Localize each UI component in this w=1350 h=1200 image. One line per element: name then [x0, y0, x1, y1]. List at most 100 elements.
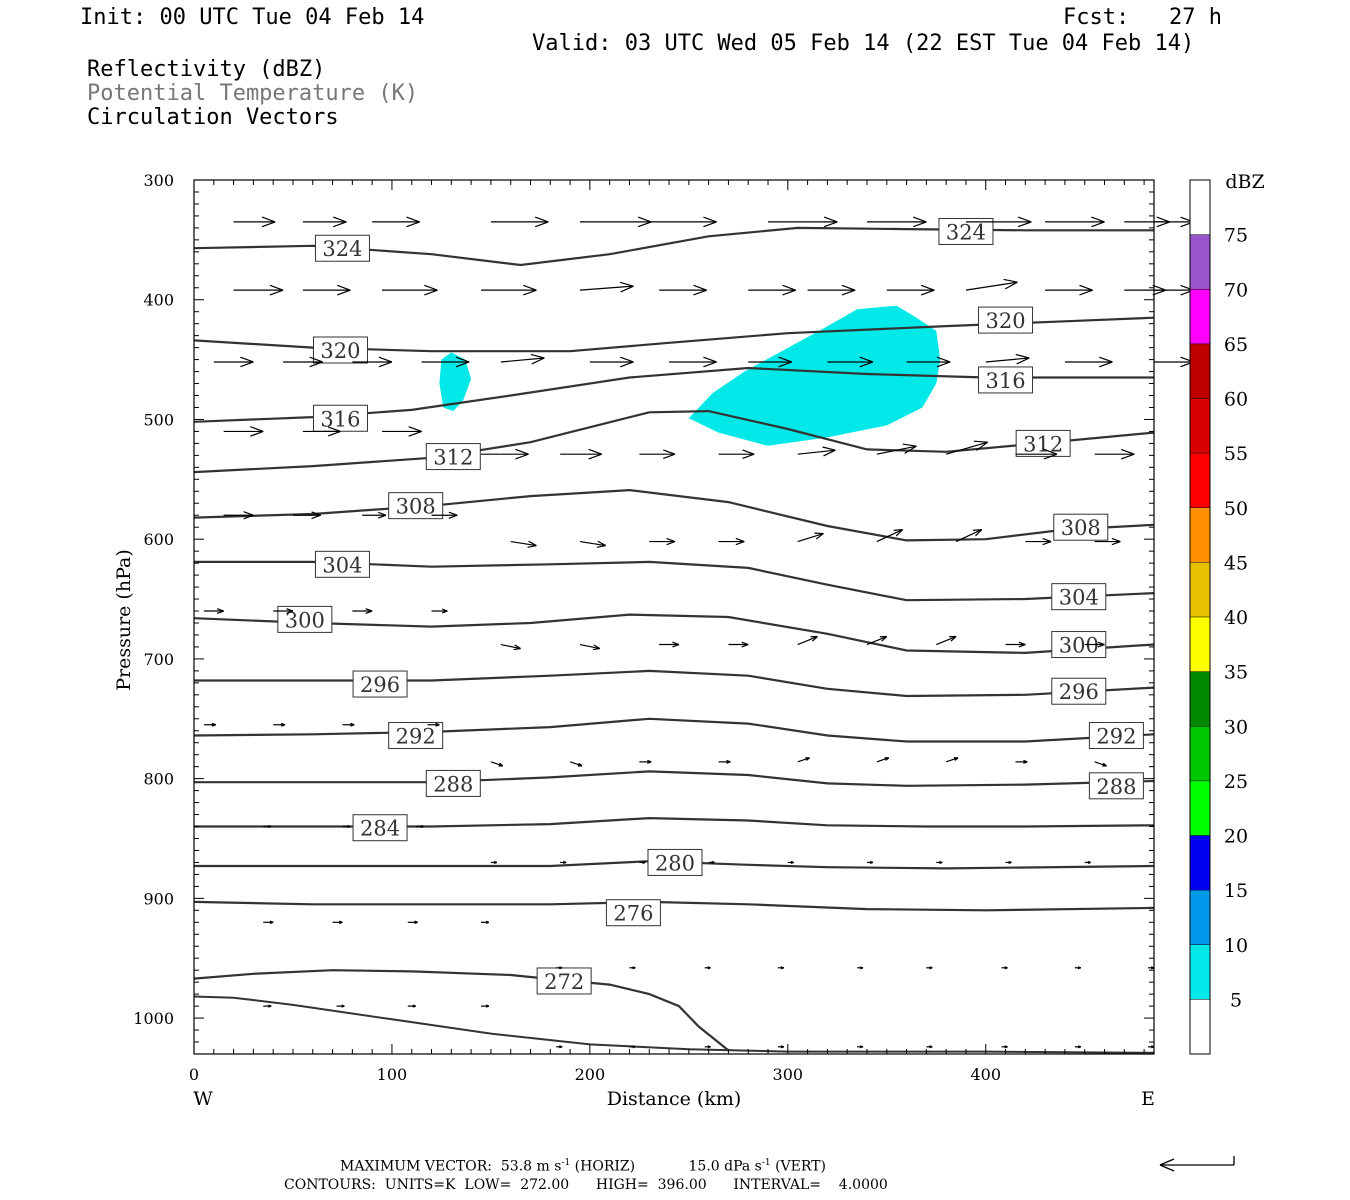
vector-head: [420, 824, 424, 828]
vector-head: [778, 361, 792, 368]
vector-head: [243, 514, 254, 520]
vector-shaft: [579, 285, 634, 291]
vector-head: [642, 860, 646, 864]
field-circulation-vectors: Circulation Vectors: [87, 105, 339, 130]
vector-head: [286, 610, 294, 614]
vector-head: [455, 356, 470, 363]
vector-arrow-0-9: [1045, 216, 1105, 228]
isentrope-label-box-320-0: [312, 336, 368, 364]
isentrope-label-box-292-1: [1088, 722, 1144, 750]
isentrope-label-box-280-0: [647, 848, 703, 876]
isentrope-label-280-0: 280: [655, 851, 695, 875]
vector-arrow-10-0: [490, 761, 504, 767]
vector-head: [860, 966, 864, 969]
vector-arrow-9-2: [342, 722, 355, 727]
colorbar-swatch-8: [1190, 562, 1210, 617]
vector-arrow-6-8: [1094, 537, 1121, 546]
vector-head: [1152, 284, 1167, 291]
vector-shaft: [569, 761, 583, 767]
vector-shaft: [866, 635, 888, 646]
vector-head: [347, 824, 351, 828]
vector-head: [902, 443, 917, 447]
vector-arrow-16-5: [926, 1045, 933, 1049]
vector-head: [1120, 448, 1135, 455]
max-horiz-units: (HORIZ): [574, 1158, 636, 1175]
vector-arrow-6-0: [510, 540, 537, 548]
vector-head: [250, 426, 264, 432]
vector-arrow-6-1: [579, 540, 607, 548]
isentrope-label-316-0: 316: [320, 407, 360, 431]
reflectivity-layer: [439, 305, 941, 446]
vector-arrow-12-3: [708, 860, 715, 865]
colorbar-swatch-2: [1190, 890, 1210, 945]
vector-head: [663, 453, 676, 460]
vector-shaft: [797, 532, 824, 543]
vector-arrow-13-0: [263, 920, 274, 925]
vector-arrow-13-3: [481, 920, 490, 924]
vector-head: [523, 289, 537, 296]
vector-arrow-11-0: [263, 824, 272, 829]
vector-head: [578, 762, 583, 767]
max-vert-units: (VERT): [775, 1158, 826, 1175]
vector-head: [913, 221, 927, 228]
vector-shaft: [876, 445, 917, 455]
vector-head: [972, 528, 982, 531]
vector-head: [588, 448, 602, 455]
vector-shaft: [579, 540, 606, 547]
vector-arrow-16-2: [704, 1045, 711, 1049]
vector-arrow-4-2: [639, 449, 676, 460]
vector-head: [216, 610, 224, 614]
vector-arrow-7-2: [352, 608, 373, 614]
vector-head: [593, 644, 601, 650]
vector-arrow-8-6: [936, 635, 957, 646]
vector-head: [1120, 453, 1135, 460]
isentrope-label-box-320-1: [978, 306, 1034, 334]
vector-arrow-4-3: [718, 449, 755, 460]
isentrope-label-304-0: 304: [322, 553, 362, 577]
vector-arrow-6-2: [649, 537, 676, 546]
colorbar-label-65: 65: [1224, 334, 1248, 356]
vector-shaft: [985, 357, 1030, 363]
vector-head: [782, 284, 796, 291]
vector-arrow-1-2: [382, 284, 438, 296]
max-vert-value: 15.0: [688, 1158, 720, 1175]
vector-arrow-10-3: [718, 759, 731, 764]
colorbar-label-30: 30: [1224, 716, 1248, 738]
isentrope-label-box-284-0: [352, 814, 408, 842]
vector-head: [703, 216, 717, 223]
vector-arrow-16-0: [556, 1045, 563, 1049]
vector-arrow-16-3: [777, 1045, 785, 1049]
vector-shaft: [1094, 761, 1107, 767]
colorbar-swatch-11: [1190, 398, 1210, 454]
vector-head: [620, 285, 634, 293]
vector-head: [448, 511, 458, 516]
axes-layer: 0 100 200 300 400 300 400 500 600 700 800 900 1000: [133, 171, 1155, 1084]
vector-arrow-9-1: [273, 722, 286, 727]
vector-arrow-0-0: [233, 216, 276, 228]
vector-arrow-2-10: [985, 353, 1030, 365]
vector-head: [632, 966, 636, 969]
vector-arrow-6-3: [718, 537, 745, 546]
vector-head: [408, 430, 422, 437]
y-tick-label-900: 900: [143, 889, 174, 908]
vector-head: [703, 221, 717, 228]
vector-arrow-6-6: [955, 528, 983, 543]
vector-arrow-15-0: [263, 1004, 272, 1008]
isentrope-label-284-0: 284: [360, 817, 400, 841]
x-tick-label-100: 100: [377, 1065, 408, 1084]
vector-head: [1156, 216, 1171, 223]
vector-arrow-12-6: [936, 860, 943, 865]
vector-arrow-3-2: [382, 426, 422, 437]
vector-shaft: [945, 757, 959, 763]
vector-head: [534, 216, 549, 223]
isentrope-label-box-304-0: [314, 550, 370, 578]
isentrope-label-296-1: 296: [1059, 680, 1099, 704]
vector-arrow-8-1: [579, 643, 601, 651]
vector-arrow-1-7: [807, 284, 856, 296]
colorbar-label-35: 35: [1224, 662, 1248, 684]
vector-head: [559, 1045, 563, 1048]
vector-arrow-2-8: [827, 356, 874, 368]
vector-head: [975, 529, 983, 537]
vector-arrow-5-3: [431, 511, 458, 519]
vector-head: [406, 216, 420, 223]
